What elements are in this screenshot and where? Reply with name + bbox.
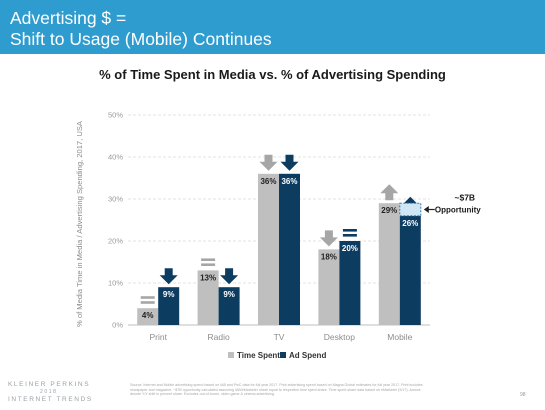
trend-time-spent-radio-equal-icon bbox=[201, 263, 216, 266]
data-label-ad-spend-print: 9% bbox=[163, 290, 175, 299]
bar-time-spent-radio bbox=[197, 270, 219, 325]
data-label-time-spent-print: 4% bbox=[142, 311, 154, 320]
bar-time-spent-tv bbox=[258, 173, 279, 325]
data-label-ad-spend-desktop: 20% bbox=[342, 244, 358, 253]
bar-time-spent-mobile bbox=[378, 203, 400, 325]
opportunity-value: ~$7B bbox=[455, 193, 476, 203]
data-label-time-spent-desktop: 18% bbox=[321, 252, 337, 261]
y-tick-label: 20% bbox=[108, 237, 123, 246]
x-tick-label-print: Print bbox=[149, 332, 167, 342]
x-tick-label-desktop: Desktop bbox=[324, 332, 355, 342]
data-label-ad-spend-mobile: 26% bbox=[402, 219, 418, 228]
y-tick-label: 0% bbox=[112, 321, 123, 330]
slide-title-line1: Advertising $ = bbox=[10, 8, 127, 28]
chart-legend: Time Spent Ad Spend bbox=[228, 351, 326, 360]
logo-line2: 2018 bbox=[40, 389, 58, 395]
legend-label-ad-spend: Ad Spend bbox=[289, 351, 326, 360]
slide-header: Advertising $ = Shift to Usage (Mobile) … bbox=[0, 0, 545, 54]
data-label-time-spent-mobile: 29% bbox=[381, 206, 397, 215]
data-label-ad-spend-radio: 9% bbox=[223, 290, 235, 299]
trend-ad-spend-tv-down-arrow-icon bbox=[280, 154, 299, 171]
chart-bars bbox=[137, 173, 421, 325]
x-tick-label-tv: TV bbox=[274, 332, 285, 342]
y-tick-label: 50% bbox=[108, 111, 123, 120]
opportunity-gap-box bbox=[399, 202, 422, 217]
data-label-ad-spend-tv: 36% bbox=[281, 177, 297, 186]
opportunity-arrow-icon bbox=[423, 206, 429, 213]
x-tick-label-mobile: Mobile bbox=[387, 332, 412, 342]
opportunity-label: Opportunity bbox=[435, 206, 481, 215]
bar-ad-spend-tv bbox=[279, 173, 300, 325]
data-label-time-spent-radio: 13% bbox=[200, 273, 216, 282]
bar-ad-spend-radio bbox=[218, 287, 240, 325]
page-number: 98 bbox=[520, 392, 526, 398]
bar-ad-spend-desktop bbox=[339, 241, 361, 325]
trend-time-spent-mobile-up-arrow-icon bbox=[380, 184, 399, 201]
y-tick-label: 10% bbox=[108, 279, 123, 288]
y-axis-ticks: 0% 10% 20% 30% 40% 50% bbox=[108, 111, 123, 330]
trend-time-spent-desktop-down-arrow-icon bbox=[319, 230, 338, 247]
trend-time-spent-tv-down-arrow-icon bbox=[259, 154, 278, 171]
trend-ad-spend-desktop-equal-icon bbox=[342, 234, 357, 237]
y-axis-label: % of Media Time in Media / Advertising S… bbox=[75, 120, 84, 327]
bar-ad-spend-print bbox=[158, 287, 180, 325]
data-label-time-spent-tv: 36% bbox=[260, 177, 276, 186]
logo-line1: KLEINER PERKINS bbox=[8, 381, 91, 388]
bar-time-spent-print bbox=[137, 308, 159, 325]
source-note: Source: Internet and Mobile advertising … bbox=[130, 383, 423, 397]
trend-time-spent-print-equal-icon bbox=[140, 296, 155, 299]
bar-chart: 0% 10% 20% 30% 40% 50% % of Media Time in Med… bbox=[75, 111, 481, 361]
x-tick-label-radio: Radio bbox=[207, 332, 229, 342]
bar-time-spent-desktop bbox=[318, 249, 340, 325]
bar-ad-spend-mobile bbox=[399, 215, 421, 325]
legend-swatch-ad-spend bbox=[280, 352, 286, 358]
y-tick-label: 40% bbox=[108, 153, 123, 162]
legend-label-time-spent: Time Spent bbox=[237, 351, 280, 360]
trend-time-spent-radio-equal-icon bbox=[201, 258, 216, 261]
slide-title-line2: Shift to Usage (Mobile) Continues bbox=[10, 29, 272, 49]
x-axis-ticks: Print Radio TV Desktop Mobile bbox=[149, 332, 412, 342]
trend-ad-spend-radio-down-arrow-icon bbox=[220, 268, 239, 285]
opportunity-annotation: ~$7B Opportunity bbox=[399, 193, 481, 217]
trend-ad-spend-desktop-equal-icon bbox=[342, 229, 357, 232]
legend-swatch-time-spent bbox=[228, 352, 234, 358]
logo-line3: INTERNET TRENDS bbox=[8, 396, 93, 403]
chart-title: % of Time Spent in Media vs. % of Advert… bbox=[99, 67, 446, 82]
trend-ad-spend-print-down-arrow-icon bbox=[159, 268, 178, 285]
chart-data-labels: 4% 9% 13% 9% 36% 36% 18% 20% 29% 26% bbox=[142, 177, 418, 320]
y-tick-label: 30% bbox=[108, 195, 123, 204]
trend-time-spent-print-equal-icon bbox=[140, 301, 155, 304]
